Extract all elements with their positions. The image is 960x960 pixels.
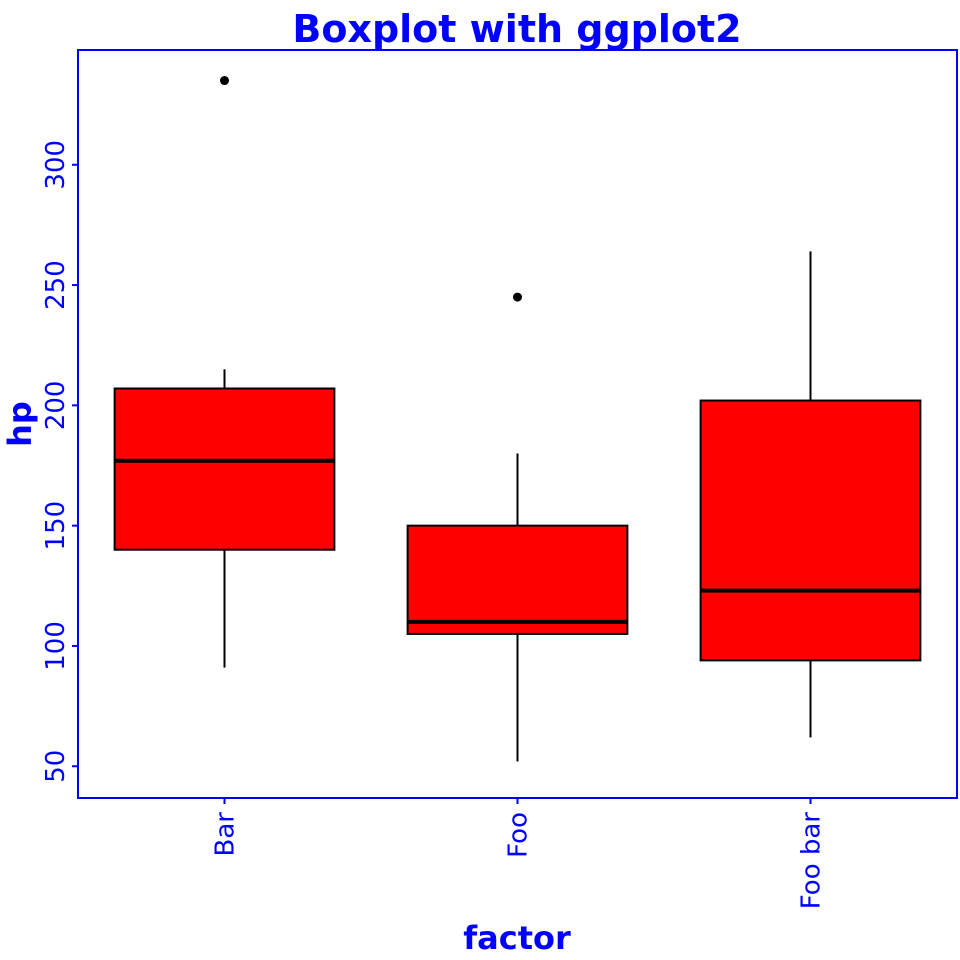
- chart-title: Boxplot with ggplot2: [292, 7, 741, 51]
- y-axis-title: hp: [1, 401, 39, 447]
- boxes-layer: [113, 76, 922, 762]
- y-axis: 50 100 150 200 250 300: [41, 140, 78, 783]
- y-tick-label: 200: [41, 381, 71, 431]
- x-axis-title: factor: [463, 919, 571, 957]
- box-group: [113, 76, 336, 668]
- box: [113, 387, 336, 551]
- y-tick-label: 250: [41, 260, 71, 310]
- y-tick-label: 50: [41, 750, 71, 783]
- x-tick-label: Foo bar: [797, 812, 827, 910]
- y-tick-label: 300: [41, 140, 71, 190]
- x-tick-label: Foo: [504, 812, 534, 858]
- box: [699, 399, 922, 662]
- box-group: [406, 292, 629, 762]
- box-group: [699, 251, 922, 738]
- y-tick-label: 100: [41, 621, 71, 671]
- x-axis: Bar Foo Foo bar: [211, 798, 827, 909]
- outlier-point: [220, 76, 229, 86]
- box: [406, 524, 629, 635]
- y-tick-label: 150: [41, 501, 71, 551]
- x-tick-label: Bar: [211, 812, 241, 857]
- outlier-point: [513, 292, 522, 302]
